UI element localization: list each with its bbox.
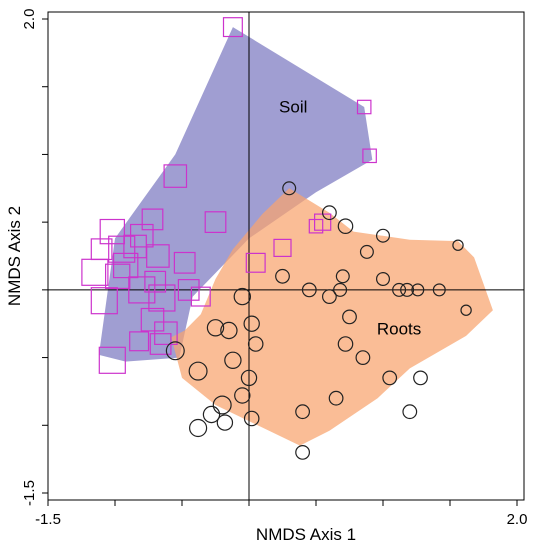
roots-point bbox=[376, 272, 391, 287]
roots-point bbox=[202, 405, 221, 424]
hull-roots bbox=[171, 188, 493, 446]
roots-point bbox=[243, 315, 260, 332]
roots-point bbox=[355, 350, 371, 366]
roots-point bbox=[212, 395, 232, 415]
roots-point bbox=[335, 269, 350, 284]
roots-point bbox=[382, 370, 398, 386]
roots-point bbox=[234, 387, 251, 404]
roots-point bbox=[165, 341, 185, 361]
roots-point bbox=[452, 239, 464, 251]
marker-layer bbox=[81, 17, 472, 460]
soil-point bbox=[222, 17, 243, 38]
roots-point bbox=[188, 361, 208, 381]
soil-point bbox=[98, 346, 126, 374]
roots-point bbox=[240, 369, 258, 387]
y-axis-title: NMDS Axis 2 bbox=[5, 206, 24, 306]
roots-point bbox=[224, 351, 242, 369]
soil-point bbox=[112, 252, 139, 279]
soil-point bbox=[149, 333, 172, 355]
soil-point bbox=[148, 284, 176, 312]
roots-point bbox=[392, 282, 407, 297]
soil-point bbox=[128, 276, 156, 304]
soil-point bbox=[90, 287, 118, 315]
x-tick-labels: -1.5 2.0 bbox=[35, 511, 527, 528]
soil-point bbox=[163, 164, 188, 188]
roots-point bbox=[328, 390, 344, 406]
hull-soil bbox=[98, 27, 373, 362]
soil-point bbox=[129, 331, 150, 352]
roots-point bbox=[243, 410, 260, 427]
roots-point bbox=[460, 304, 472, 316]
soil-point bbox=[204, 211, 227, 234]
roots-point bbox=[233, 287, 251, 306]
roots-point bbox=[413, 370, 428, 386]
x-axis-title: NMDS Axis 1 bbox=[256, 525, 356, 544]
roots-point bbox=[282, 181, 297, 196]
x-tick-label: 2.0 bbox=[507, 511, 528, 528]
soil-point bbox=[177, 279, 200, 301]
roots-point bbox=[301, 282, 317, 298]
hull-layer bbox=[98, 27, 493, 446]
soil-point bbox=[362, 148, 377, 164]
roots-point bbox=[247, 336, 264, 352]
roots-point bbox=[220, 321, 238, 340]
roots-point bbox=[337, 336, 354, 352]
soil-point bbox=[273, 238, 292, 257]
roots-point bbox=[189, 418, 208, 438]
soil-point bbox=[81, 258, 109, 286]
roots-point bbox=[295, 445, 311, 460]
soil-point bbox=[144, 270, 167, 293]
tick-marks bbox=[42, 18, 518, 506]
soil-point bbox=[308, 218, 324, 234]
soil-point bbox=[245, 252, 266, 273]
roots-point bbox=[322, 205, 337, 221]
roots-point bbox=[337, 218, 354, 234]
roots-point bbox=[322, 289, 337, 305]
roots-point bbox=[402, 404, 418, 420]
roots-point bbox=[333, 282, 348, 297]
soil-point bbox=[173, 251, 196, 274]
roots-point bbox=[432, 283, 446, 297]
group-label-layer: Soil Roots bbox=[279, 97, 421, 338]
x-tick-label: -1.5 bbox=[35, 511, 61, 528]
soil-point bbox=[190, 286, 211, 307]
roots-point bbox=[275, 268, 290, 284]
roots-point bbox=[295, 404, 311, 420]
roots-point bbox=[359, 244, 374, 259]
y-tick-label: -1.5 bbox=[21, 480, 38, 506]
roots-point bbox=[400, 282, 415, 297]
roots-point bbox=[206, 319, 225, 337]
roots-point bbox=[411, 283, 425, 297]
plot-frame bbox=[47, 11, 525, 501]
soil-point bbox=[356, 99, 372, 115]
soil-point bbox=[146, 244, 170, 268]
roots-point bbox=[376, 228, 391, 243]
hull-label-roots: Roots bbox=[377, 320, 421, 339]
roots-point bbox=[342, 309, 357, 325]
y-tick-labels: -1.5 2.0 bbox=[21, 9, 38, 506]
y-tick-label: 2.0 bbox=[21, 9, 38, 30]
roots-point bbox=[216, 414, 234, 431]
soil-point bbox=[108, 235, 136, 263]
hull-label-soil: Soil bbox=[279, 97, 307, 116]
soil-point bbox=[140, 307, 165, 332]
